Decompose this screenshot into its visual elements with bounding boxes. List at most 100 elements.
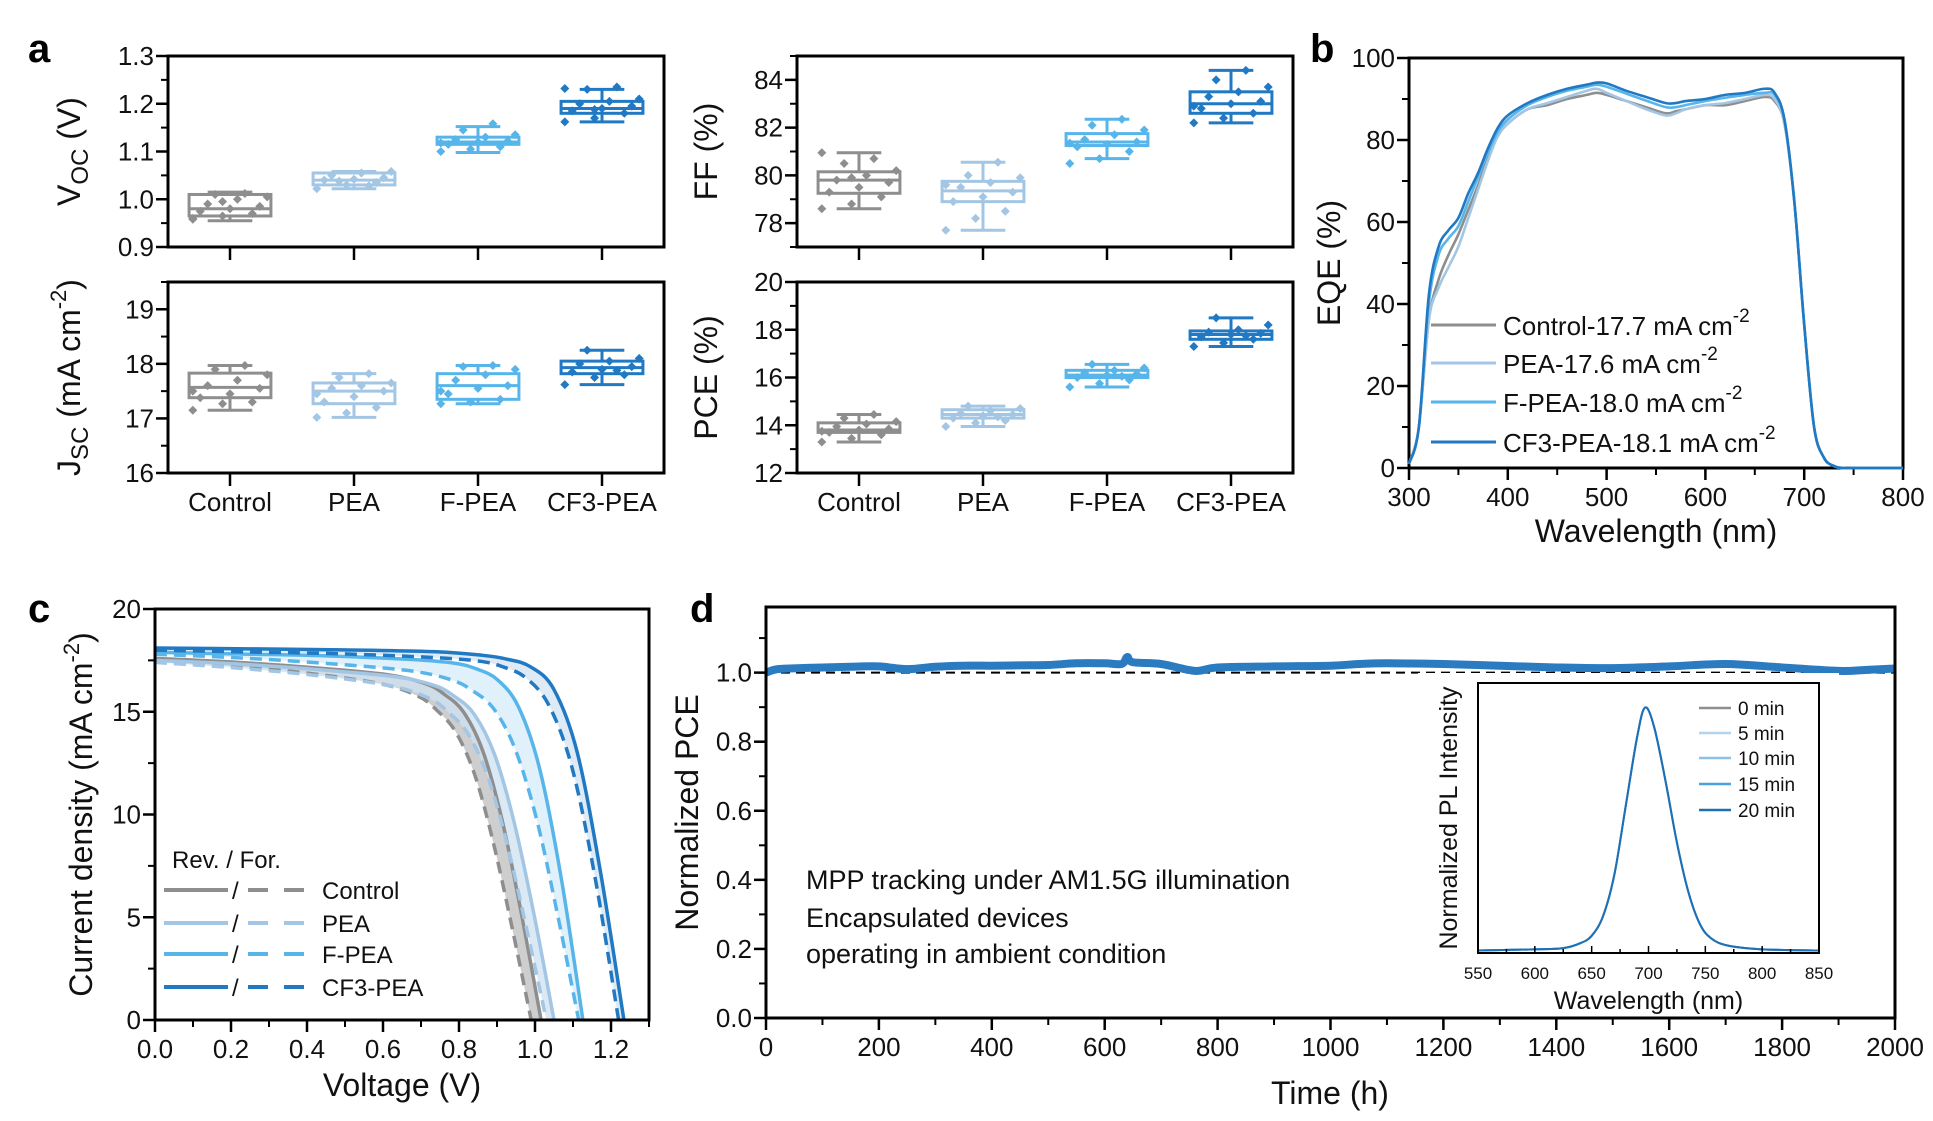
legend-separator: /: [232, 975, 239, 1002]
data-point: [590, 113, 600, 123]
data-point: [379, 173, 389, 183]
eqe-line-series: [1407, 81, 1903, 470]
legend-label: CF3-PEA-18.1 mA cm-2: [1503, 423, 1776, 458]
data-point: [371, 403, 381, 413]
y-tick-label: 5: [127, 902, 141, 932]
y-tick-label: 0.0: [716, 1003, 752, 1033]
x-tick-label: 850: [1805, 964, 1833, 983]
data-point: [575, 99, 585, 109]
jv-chart: 0 5 10 15 20 0.0 0.2 0.4 0.6 0.8 1.0 1.2 Rev. / For.…: [59, 594, 651, 1103]
label-part: CF3-PEA-18.1 mA cm: [1503, 428, 1759, 458]
label-part: ): [63, 632, 99, 643]
data-point: [1065, 138, 1075, 148]
x-tick-label: 500: [1585, 482, 1628, 512]
data-point: [436, 386, 446, 396]
data-point: [634, 94, 644, 104]
x-tick-label: 2000: [1866, 1032, 1924, 1062]
y-tick-label: 20: [112, 594, 141, 624]
reverse-scan-line: [154, 658, 556, 1021]
box-group: [311, 369, 397, 422]
data-point: [488, 360, 498, 370]
data-point: [218, 197, 228, 207]
inset-background: [1418, 673, 1839, 1013]
label-part: -2: [46, 290, 71, 310]
data-point: [203, 199, 213, 209]
data-point: [1087, 120, 1097, 130]
y-tick-label: 10: [112, 800, 141, 830]
data-point: [334, 176, 344, 186]
legend-label: PEA: [322, 911, 370, 938]
data-point: [466, 144, 476, 154]
data-point: [349, 174, 359, 184]
data-point: [1263, 82, 1273, 92]
y-tick-label: 80: [754, 160, 783, 190]
data-point: [993, 412, 1003, 422]
y-axis-title: Current density (mA cm-2): [59, 632, 99, 997]
data-point: [1015, 404, 1025, 414]
data-point: [1189, 118, 1199, 128]
data-point: [884, 178, 894, 188]
x-tick-label: 800: [1881, 482, 1924, 512]
category-label: Control: [817, 487, 901, 517]
y-tick-label: 78: [754, 208, 783, 238]
legend-label: 20 min: [1738, 801, 1795, 822]
x-tick-label: 0: [759, 1032, 773, 1062]
data-point: [451, 135, 461, 145]
boxplot-pce: 12 14 16 18 20 Control PEA F-PEA CF3-PEA PCE (%): [688, 267, 1295, 517]
label-part: SC: [67, 427, 94, 460]
boxplot-ff: 78 80 82 84 FF (%): [688, 54, 1295, 260]
data-point: [854, 425, 864, 435]
data-point: [349, 392, 359, 402]
data-point: [188, 386, 198, 396]
x-tick-label: 300: [1387, 482, 1430, 512]
data-point: [1196, 332, 1206, 342]
data-point: [847, 433, 857, 443]
data-point: [436, 138, 446, 148]
legend-label: Control-17.7 mA cm-2: [1503, 306, 1750, 341]
data-point: [480, 132, 490, 142]
forward-scan-line: [154, 648, 621, 1021]
data-point: [218, 399, 228, 409]
legend-label: PEA-17.6 mA cm-2: [1503, 344, 1718, 379]
data-point: [364, 181, 374, 191]
legend-label: CF3-PEA: [322, 975, 423, 1002]
data-point: [817, 437, 827, 447]
x-tick-label: 0.4: [289, 1034, 325, 1064]
data-point: [582, 345, 592, 355]
data-point: [1124, 375, 1134, 385]
data-point: [817, 426, 827, 436]
data-point: [458, 125, 468, 135]
box-group: [1064, 114, 1150, 168]
data-point: [240, 360, 250, 370]
label-part: -2: [59, 643, 84, 663]
x-tick-label: 1600: [1640, 1032, 1698, 1062]
data-point: [1109, 365, 1119, 375]
label-part: ): [51, 279, 87, 290]
y-tick-label: 80: [1366, 125, 1395, 155]
data-point: [604, 96, 614, 106]
y-axis-title: EQE (%): [1311, 200, 1347, 326]
box-group: [559, 82, 645, 127]
data-point: [232, 194, 242, 204]
y-tick-label: 20: [754, 267, 783, 297]
data-point: [1196, 104, 1206, 114]
annotation-line: operating in ambient condition: [806, 939, 1166, 969]
label-part: J: [51, 460, 87, 476]
label-part: V: [51, 184, 87, 206]
y-tick-label: 0.4: [716, 865, 752, 895]
data-point: [466, 397, 476, 407]
data-point: [948, 197, 958, 207]
data-point: [941, 421, 951, 431]
data-point: [985, 406, 995, 416]
data-point: [956, 182, 966, 192]
box-group: [559, 345, 645, 390]
label-part: -2: [1701, 344, 1718, 365]
legend-title: Rev. / For.: [172, 847, 281, 874]
data-point: [1189, 341, 1199, 351]
y-tick-label: 0: [127, 1005, 141, 1035]
x-tick-label: 1200: [1414, 1032, 1472, 1062]
x-tick-label: 600: [1521, 964, 1549, 983]
data-point: [612, 82, 622, 92]
data-point: [247, 209, 257, 219]
panel-label-b: b: [1310, 27, 1334, 71]
